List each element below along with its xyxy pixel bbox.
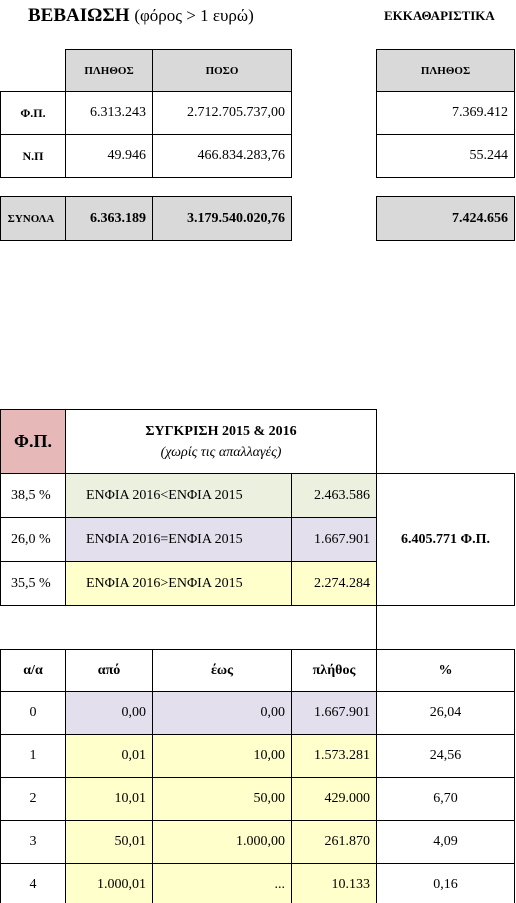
title-line: ΒΕΒΑΙΩΣΗ (φόρος > 1 ευρώ) [28,5,254,27]
value: 10,01 [65,777,153,821]
value: 1 [0,734,66,778]
value: 6,70 [376,777,515,821]
value: 1.000,01 [65,863,153,903]
comparison-subtitle: (χωρίς τις απαλλαγές) [160,444,282,460]
value: 4,09 [376,820,515,864]
comparison-title: ΣΥΓΚΡΙΣΗ 2015 & 2016 [145,423,297,439]
value: ... [152,863,292,903]
total: 3.179.540.020,76 [152,196,292,241]
total: 6.363.189 [65,196,153,241]
value: 0,01 [65,734,153,778]
value: 6.313.243 [65,91,153,135]
value: 50,00 [152,777,292,821]
condition: ΕΝΦΙΑ 2016<ΕΝΦΙΑ 2015 [65,473,292,518]
value: 1.573.281 [291,734,377,778]
count: 2.463.586 [291,473,377,518]
divider [376,605,377,649]
column-header: α/α [0,649,66,692]
title: ΒΕΒΑΙΩΣΗ [28,5,130,26]
total: 7.424.656 [376,196,515,241]
value: 50,01 [65,820,153,864]
value: 0,16 [376,863,515,903]
column-header: πλήθος [291,649,377,692]
value: 55.244 [376,134,515,178]
column-header: ΠΛΗΘΟΣ [376,49,515,92]
row-label: Φ.Π. [0,91,66,135]
value: 2 [0,777,66,821]
count: 1.667.901 [291,517,377,562]
comparison-label: Φ.Π. [0,409,66,474]
value: 26,04 [376,691,515,735]
comparison-header: ΣΥΓΚΡΙΣΗ 2015 & 2016 (χωρίς τις απαλλαγές… [65,409,377,474]
column-header: ΠΟΣΟ [152,49,292,92]
subtitle: (φόρος > 1 ευρώ) [134,6,254,25]
column-header: ΠΛΗΘΟΣ [65,49,153,92]
value: 4 [0,863,66,903]
value: 0,00 [65,691,153,735]
value: 0 [0,691,66,735]
value: 1.000,00 [152,820,292,864]
condition: ΕΝΦΙΑ 2016>ΕΝΦΙΑ 2015 [65,561,292,606]
share: 38,5 % [0,473,66,518]
total: ΣΥΝΟΛΑ [0,196,66,241]
comparison-total: 6.405.771 Φ.Π. [376,473,515,606]
value: 1.667.901 [291,691,377,735]
right-title: ΕΚΚΑΘΑΡΙΣΤΙΚΑ [384,8,495,23]
value: 10.133 [291,863,377,903]
row-label: Ν.Π [0,134,66,178]
value: 466.834.283,76 [152,134,292,178]
column-header: έως [152,649,292,692]
share: 35,5 % [0,561,66,606]
value: 429.000 [291,777,377,821]
value: 10,00 [152,734,292,778]
value: 49.946 [65,134,153,178]
value: 7.369.412 [376,91,515,135]
value: 2.712.705.737,00 [152,91,292,135]
value: 261.870 [291,820,377,864]
count: 2.274.284 [291,561,377,606]
column-header: % [376,649,515,692]
condition: ΕΝΦΙΑ 2016=ΕΝΦΙΑ 2015 [65,517,292,562]
value: 3 [0,820,66,864]
column-header: από [65,649,153,692]
value: 0,00 [152,691,292,735]
value: 24,56 [376,734,515,778]
share: 26,0 % [0,517,66,562]
